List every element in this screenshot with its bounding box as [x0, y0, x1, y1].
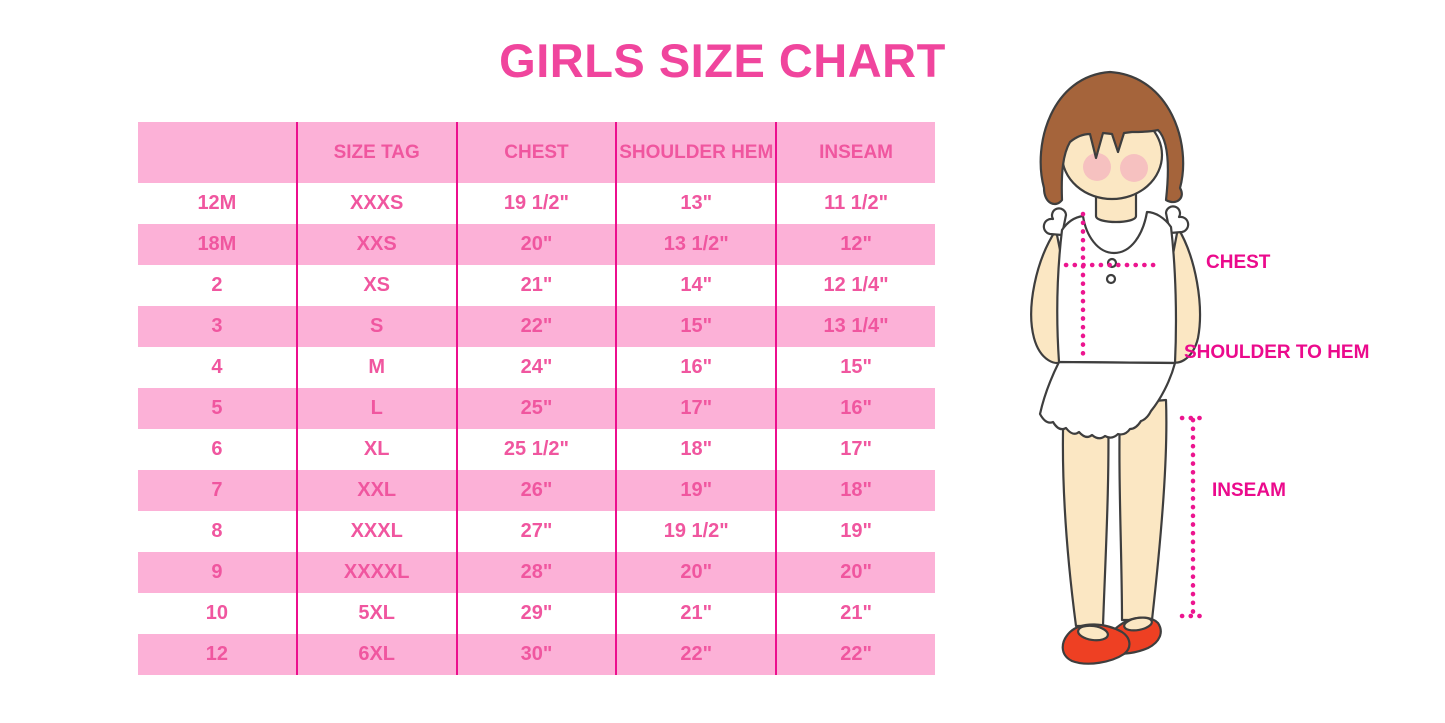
table-cell: 17" — [616, 388, 778, 429]
table-cell: 19" — [616, 470, 778, 511]
table-cell: 9 — [138, 552, 298, 593]
table-cell: 21" — [840, 602, 872, 624]
table-cell: 22" — [616, 634, 778, 675]
table-cell: XXXL — [296, 511, 458, 552]
girl-hair — [1039, 70, 1185, 206]
table-cell: 25 1/2" — [456, 429, 618, 470]
table-cell: M — [296, 347, 458, 388]
table-cell: XXS — [296, 224, 458, 265]
table-cell: 7 — [138, 470, 298, 511]
girl-blush-right — [1120, 154, 1148, 182]
table-row: 2 XS 21" 14" 12 1/4" — [138, 265, 935, 306]
table-cell: 20" — [456, 224, 618, 265]
table-row: 12 6XL 30" 22" 22" — [138, 634, 935, 675]
girl-blush-left — [1083, 153, 1111, 181]
table-cell: 16" — [840, 397, 872, 419]
table-cell: 15" — [616, 306, 778, 347]
table-row: 6 XL 25 1/2" 18" 17" — [138, 429, 935, 470]
size-chart-table-container: SIZE TAG CHEST SHOULDER HEM INSEAM 12M XX… — [138, 122, 935, 675]
table-row: 9 XXXXL 28" 20" 20" — [138, 552, 935, 593]
shirt-button-bottom — [1105, 273, 1117, 285]
table-cell: 5XL — [296, 593, 458, 634]
size-chart-table: SIZE TAG CHEST SHOULDER HEM INSEAM 12M XX… — [138, 122, 935, 675]
table-cell: 29" — [456, 593, 618, 634]
girl-ruffle-left — [1042, 207, 1068, 237]
table-row: 4 M 24" 16" 15" — [138, 347, 935, 388]
table-cell: 15" — [840, 356, 872, 378]
table-cell: 22" — [840, 643, 872, 665]
table-cell: 8 — [138, 511, 298, 552]
table-cell: 26" — [456, 470, 618, 511]
table-cell: 11 1/2" — [824, 192, 889, 214]
girl-top — [1056, 210, 1178, 365]
table-cell: 6XL — [296, 634, 458, 675]
table-cell: 2 — [138, 265, 298, 306]
table-cell: 19 1/2" — [616, 511, 778, 552]
table-cell: 28" — [456, 552, 618, 593]
table-cell: XXL — [296, 470, 458, 511]
table-cell: 14" — [616, 265, 778, 306]
size-table-header: SIZE TAG CHEST SHOULDER HEM INSEAM — [138, 122, 935, 183]
header-cell-shoulder-hem: SHOULDER HEM — [616, 122, 778, 183]
inseam-label: INSEAM — [1212, 480, 1286, 501]
table-cell: 13" — [616, 183, 778, 224]
table-row: 10 5XL 29" 21" 21" — [138, 593, 935, 634]
page-title: GIRLS SIZE CHART — [499, 34, 946, 87]
table-row: 12M XXXS 19 1/2" 13" 11 1/2" — [138, 183, 935, 224]
table-cell: 16" — [616, 347, 778, 388]
table-cell: 12M — [138, 183, 298, 224]
girl-left-shoe-opening — [1077, 624, 1109, 642]
table-cell: XS — [296, 265, 458, 306]
table-cell: 18" — [616, 429, 778, 470]
table-row: 7 XXL 26" 19" 18" — [138, 470, 935, 511]
girl-skirt — [1038, 360, 1177, 440]
header-cell-size-tag: SIZE TAG — [296, 122, 458, 183]
table-cell: 12 1/4" — [823, 274, 889, 296]
header-cell-inseam: INSEAM — [776, 122, 935, 183]
table-cell: 6 — [138, 429, 298, 470]
table-cell: 19" — [840, 520, 872, 542]
header-row: SIZE TAG CHEST SHOULDER HEM INSEAM — [138, 122, 935, 183]
chest-label: CHEST — [1206, 252, 1271, 273]
girl-illustration — [1030, 70, 1207, 665]
table-cell: 21" — [456, 265, 618, 306]
table-cell: XL — [296, 429, 458, 470]
table-cell: S — [296, 306, 458, 347]
table-cell: 18" — [840, 479, 872, 501]
table-cell: 20" — [616, 552, 778, 593]
table-row: 18M XXS 20" 13 1/2" 12" — [138, 224, 935, 265]
table-cell: 5 — [138, 388, 298, 429]
table-cell: 25" — [456, 388, 618, 429]
table-cell: 27" — [456, 511, 618, 552]
table-cell: 18M — [138, 224, 298, 265]
table-cell: 17" — [840, 438, 872, 460]
shoulder-to-hem-label: SHOULDER TO HEM — [1184, 342, 1370, 363]
table-cell: 13 1/4" — [823, 315, 889, 337]
girl-right-shoe-opening — [1123, 616, 1153, 632]
table-cell: 12" — [840, 233, 872, 255]
table-cell: 3 — [138, 306, 298, 347]
table-cell: 19 1/2" — [456, 183, 618, 224]
table-row: 3 S 22" 15" 13 1/4" — [138, 306, 935, 347]
table-cell: 4 — [138, 347, 298, 388]
header-cell-chest: CHEST — [456, 122, 618, 183]
table-cell: L — [296, 388, 458, 429]
table-cell: 22" — [456, 306, 618, 347]
table-cell: 24" — [456, 347, 618, 388]
table-cell: XXXXL — [296, 552, 458, 593]
header-cell-size — [138, 122, 298, 183]
table-row: 8 XXXL 27" 19 1/2" 19" — [138, 511, 935, 552]
table-cell: XXXS — [296, 183, 458, 224]
table-cell: 13 1/2" — [616, 224, 778, 265]
table-cell: 30" — [456, 634, 618, 675]
table-row: 5 L 25" 17" 16" — [138, 388, 935, 429]
table-cell: 12 — [138, 634, 298, 675]
table-cell: 20" — [840, 561, 872, 583]
table-cell: 21" — [616, 593, 778, 634]
table-cell: 10 — [138, 593, 298, 634]
size-table-body: 12M XXXS 19 1/2" 13" 11 1/2" 18M XXS 20" 13 1/2"… — [138, 183, 935, 675]
